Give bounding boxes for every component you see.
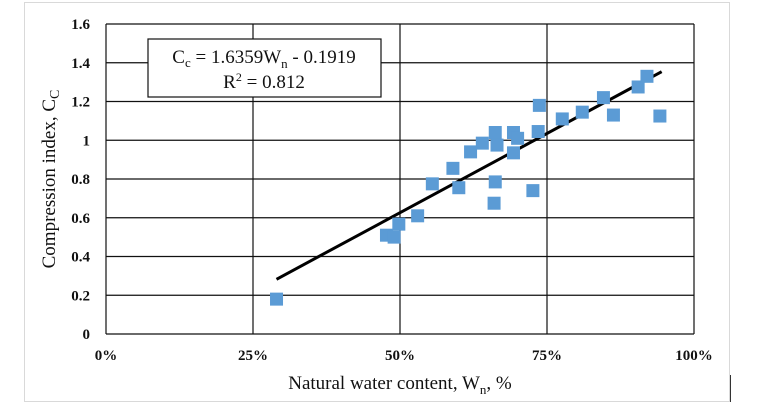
- data-point: [506, 146, 520, 160]
- equation-text: Cc = 1.6359Wn - 0.1919: [172, 47, 355, 71]
- y-tick-label: 0: [83, 327, 91, 343]
- y-tick-label: 0.4: [71, 250, 90, 266]
- data-point: [490, 138, 504, 152]
- data-points: [270, 69, 667, 306]
- y-tick-label: 0.8: [71, 172, 90, 188]
- equation-box: [147, 38, 382, 98]
- eq-mid-sub: n: [281, 56, 288, 71]
- data-point: [488, 175, 502, 189]
- data-point: [631, 80, 645, 94]
- r2-sup: 2: [236, 70, 242, 84]
- data-point: [575, 105, 589, 119]
- data-point: [511, 131, 525, 145]
- data-point: [392, 217, 406, 231]
- y-tick-label: 1.2: [71, 95, 90, 111]
- data-point: [387, 230, 401, 244]
- data-point: [653, 109, 667, 123]
- y-tick-label: 1.4: [71, 56, 90, 72]
- eq-mid: = 1.6359W: [191, 47, 281, 68]
- y-axis-title: Compression index, CC: [39, 90, 63, 269]
- x-axis-title: Natural water content, Wn, %: [288, 373, 512, 397]
- data-point: [640, 69, 654, 83]
- x-tick-label: 0%: [95, 348, 118, 364]
- data-point: [488, 126, 502, 139]
- x-tick-labels: 0% 25% 50% 75% 100%: [95, 348, 713, 364]
- eq-rhs: - 0.1919: [288, 47, 356, 68]
- y-tick-label: 0.2: [71, 288, 90, 304]
- r-squared-text: R2 = 0.812: [223, 70, 305, 93]
- data-point: [532, 98, 546, 112]
- data-point: [464, 145, 478, 159]
- x-tick-label: 75%: [532, 348, 562, 364]
- edge-mark: [730, 375, 731, 402]
- y-tick-label: 1: [83, 133, 91, 149]
- data-point: [425, 177, 439, 191]
- eq-lhs-sub: c: [185, 55, 191, 70]
- data-point: [555, 112, 569, 126]
- data-point: [411, 209, 425, 223]
- data-point: [487, 196, 501, 210]
- trendline-group: [275, 70, 663, 281]
- r2-value: = 0.812: [242, 72, 305, 93]
- x-tick-label: 25%: [238, 348, 268, 364]
- data-point: [270, 292, 284, 306]
- y-tick-labels: 0 0.2 0.4 0.6 0.8 1 1.2 1.4 1.6: [71, 17, 90, 343]
- chart-frame: [24, 2, 730, 402]
- x-tick-label: 100%: [675, 348, 713, 364]
- data-point: [606, 108, 620, 122]
- y-tick-label: 1.6: [71, 17, 90, 33]
- r2-label: R: [223, 72, 236, 93]
- data-point: [596, 91, 610, 105]
- trendline: [275, 70, 663, 281]
- y-tick-label: 0.6: [71, 211, 90, 227]
- data-point: [526, 184, 540, 198]
- x-tick-label: 50%: [385, 348, 415, 364]
- data-point: [475, 136, 489, 150]
- data-point: [446, 161, 460, 175]
- data-point: [531, 125, 545, 139]
- data-point: [452, 181, 466, 195]
- eq-lhs: C: [172, 47, 185, 68]
